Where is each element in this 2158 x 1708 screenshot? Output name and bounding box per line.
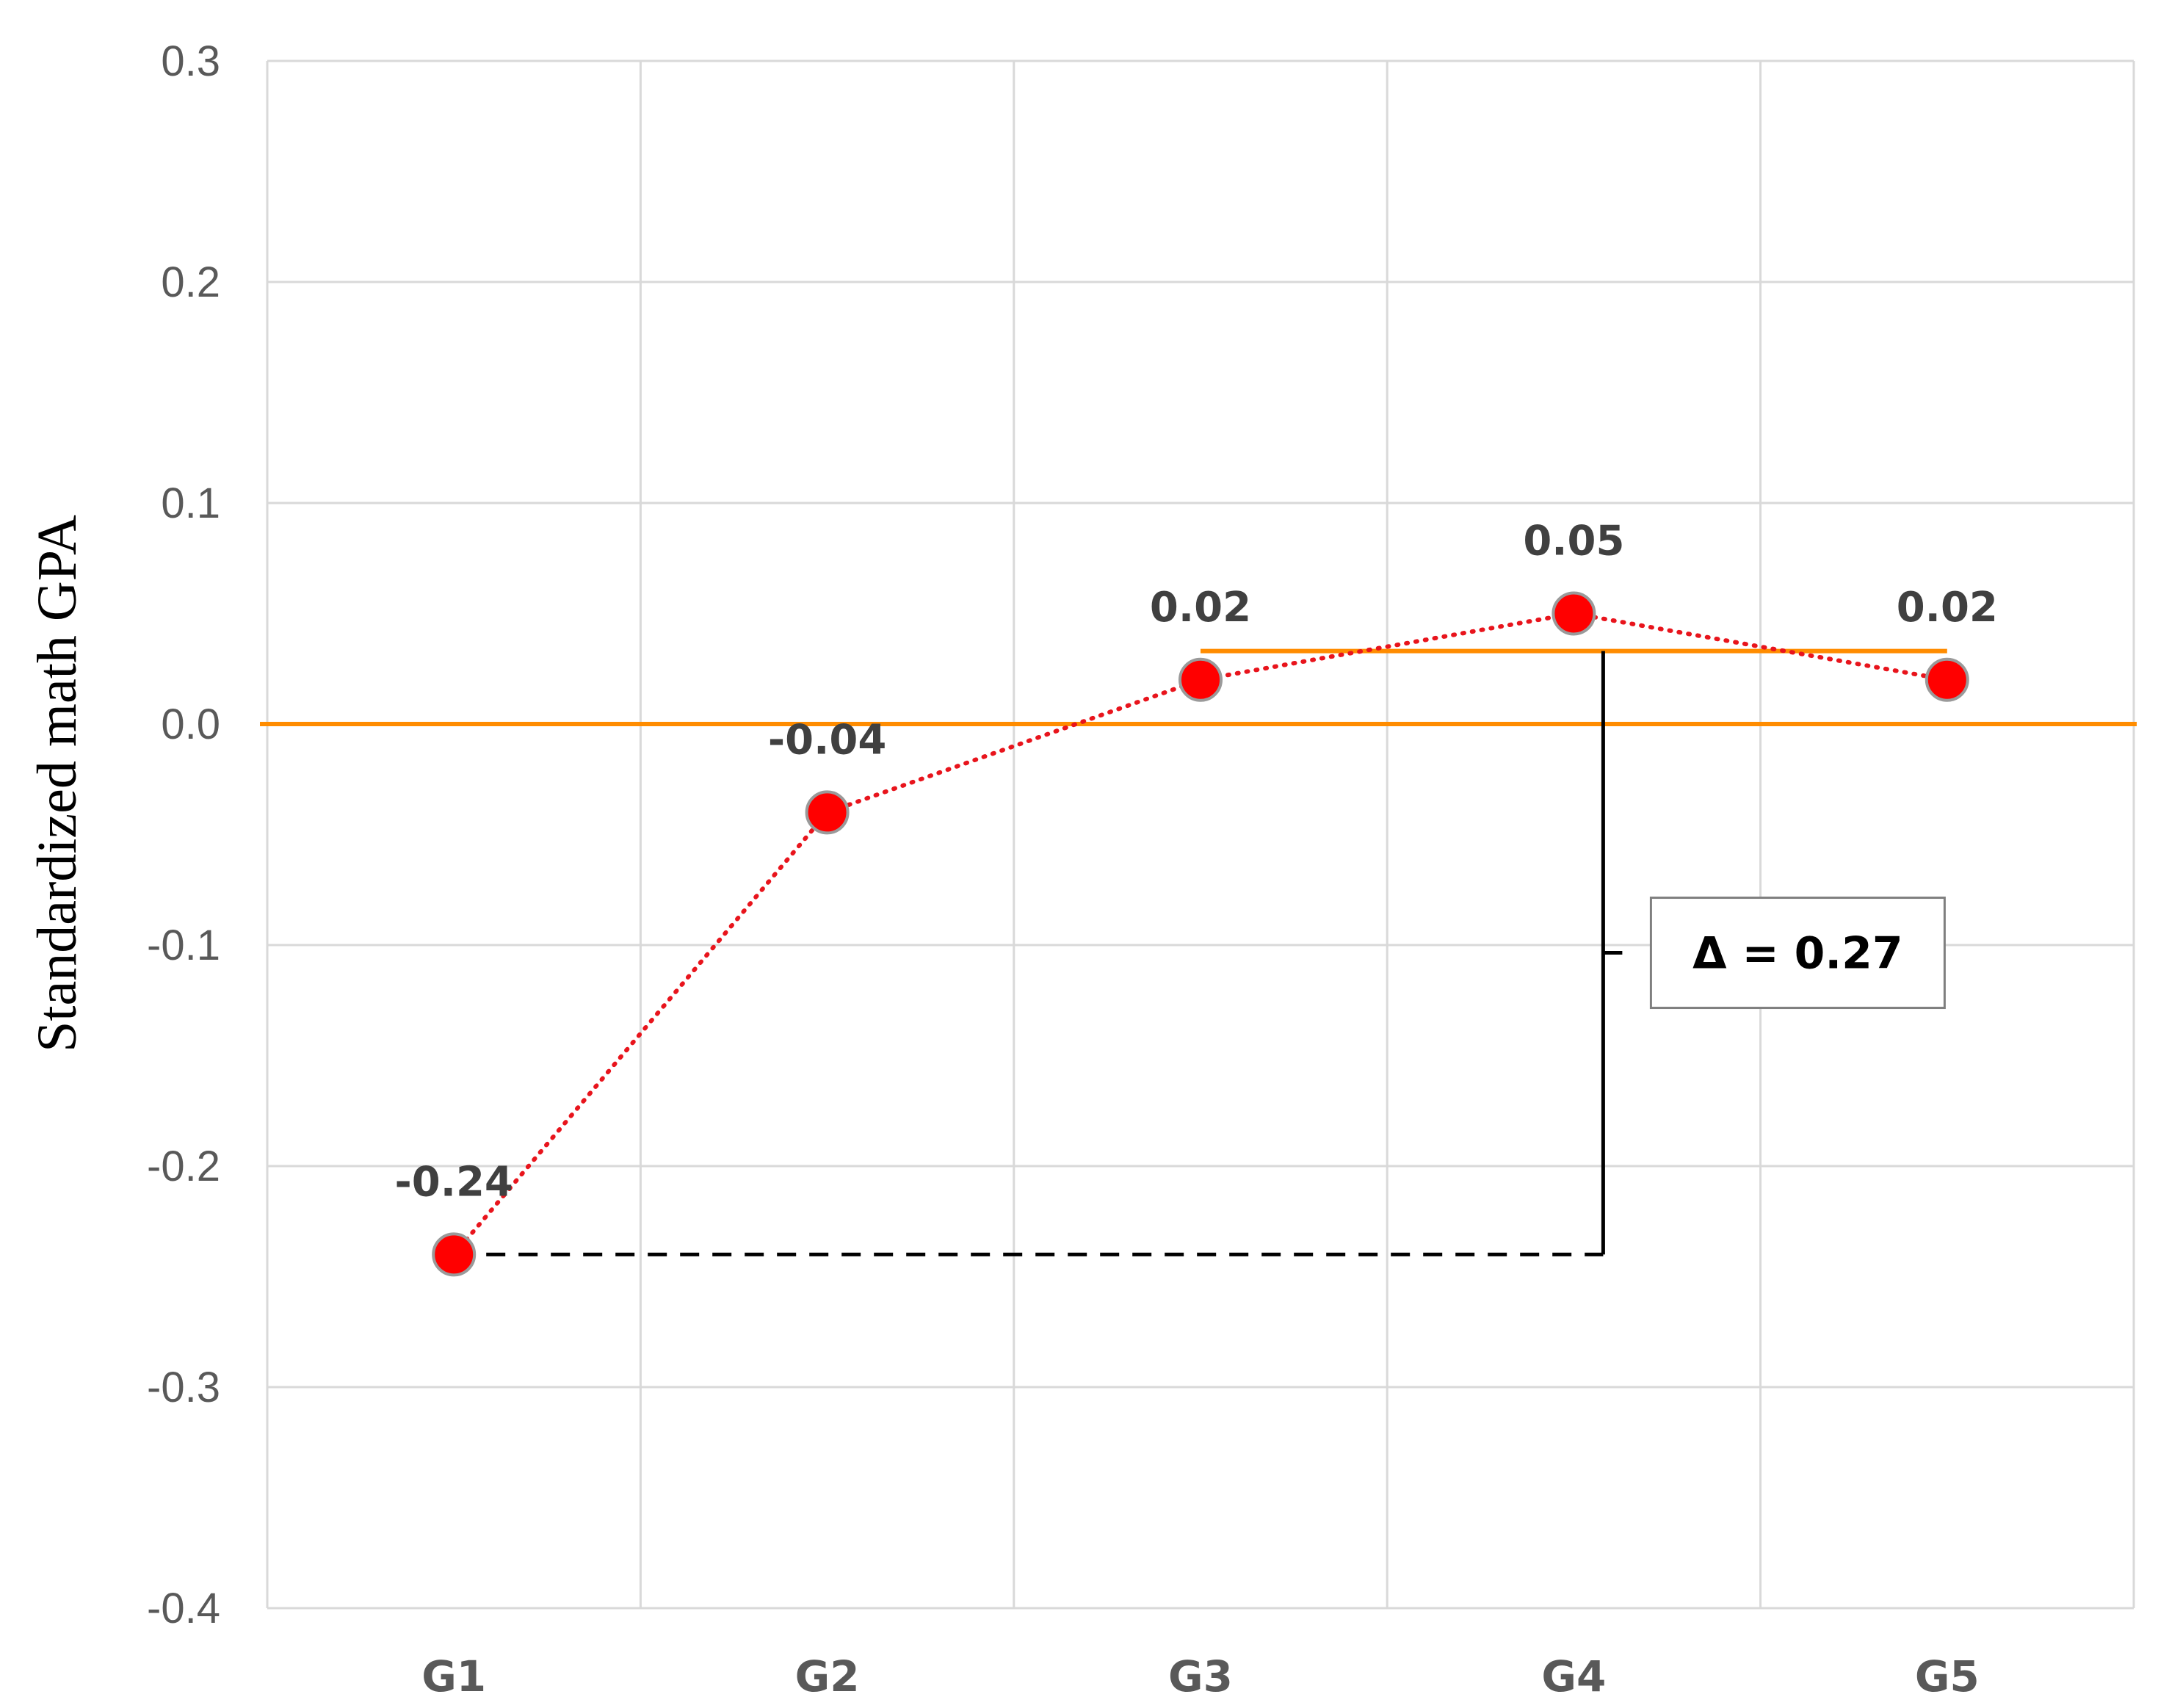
- grid: [266, 59, 2135, 1610]
- series: [432, 591, 1969, 1277]
- x-tick-label: G2: [795, 1651, 860, 1701]
- data-label: 0.02: [1897, 584, 1998, 632]
- data-label: -0.04: [768, 716, 886, 764]
- labels: 0.3 0.2 0.1 0.0 -0.1 -0.2 -0.3 -0.4 G1 G2 G3 G4 G5 -0…: [147, 37, 1998, 1701]
- data-point: [1925, 657, 1969, 702]
- x-tick-label: G5: [1915, 1651, 1980, 1701]
- x-tick-label: G3: [1168, 1651, 1233, 1701]
- y-tick-label: 0.1: [161, 480, 220, 527]
- delta-label: Δ = 0.27: [1692, 928, 1903, 980]
- reference-lines: [260, 648, 2137, 726]
- y-tick-label: 0.0: [161, 701, 220, 748]
- delta-annotation: Δ = 0.27: [454, 651, 1946, 1256]
- data-point: [1178, 657, 1223, 702]
- y-axis-label: Standardized math GPA: [26, 515, 88, 1052]
- y-tick-label: -0.1: [147, 922, 220, 969]
- data-point: [432, 1232, 477, 1277]
- y-tick-label: -0.2: [147, 1143, 220, 1190]
- data-label: -0.24: [394, 1158, 513, 1206]
- y-tick-label: -0.4: [147, 1585, 220, 1632]
- y-tick-label: 0.3: [161, 37, 220, 85]
- delta-box: [1649, 897, 1946, 1010]
- y-tick-label: -0.3: [147, 1364, 220, 1411]
- y-tick-label: 0.2: [161, 258, 220, 306]
- x-tick-label: G4: [1541, 1651, 1606, 1701]
- data-point: [805, 790, 850, 835]
- data-point: [1551, 591, 1596, 636]
- x-tick-label: G1: [421, 1651, 486, 1701]
- data-label: 0.05: [1523, 518, 1624, 565]
- data-label: 0.02: [1150, 584, 1251, 632]
